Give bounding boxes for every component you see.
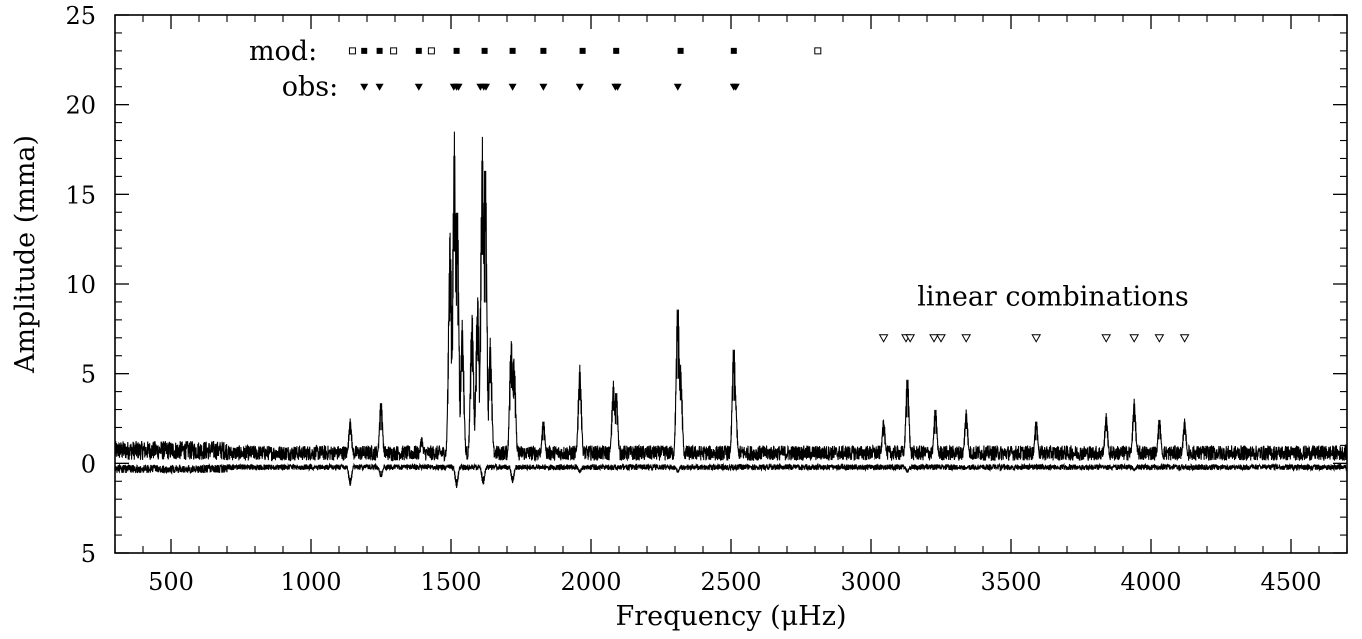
- mod-open-square-marker: [390, 47, 398, 55]
- linear-combination-open-triangle-marker: [1179, 334, 1190, 343]
- mod-open-square-marker: [814, 47, 822, 55]
- y-tick-label: 15: [65, 181, 96, 209]
- linear-combination-open-triangle-marker: [929, 334, 939, 343]
- obs-row-label: obs:: [282, 72, 339, 103]
- y-tick-label: 10: [65, 271, 96, 299]
- linear-combination-open-triangle-marker: [936, 334, 946, 343]
- mod-filled-square-marker: [376, 47, 383, 54]
- mod-filled-square-marker: [481, 47, 488, 54]
- obs-triangle-marker: [508, 83, 517, 91]
- axis-ticks: 500 1000 1500 2000 2500 3000 3500 4000 4500 25 20 1…: [65, 2, 1348, 596]
- x-tick-label: 500: [148, 568, 194, 596]
- y-tick-label: 25: [65, 2, 96, 30]
- linear-combination-open-triangle-marker: [1154, 334, 1165, 343]
- x-tick-label: 1500: [420, 568, 481, 596]
- obs-triangle-marker: [375, 83, 384, 91]
- mod-filled-square-marker: [415, 47, 422, 54]
- mod-filled-square-marker: [361, 47, 368, 54]
- x-tick-label: 3000: [840, 568, 901, 596]
- mod-filled-square-marker: [579, 47, 586, 54]
- residual-spectrum-line: [114, 462, 1348, 489]
- obs-triangle-marker: [454, 83, 463, 91]
- linear-combination-open-triangle-marker: [905, 334, 916, 343]
- obs-triangle-marker: [482, 83, 490, 91]
- x-tick-label: 2000: [560, 568, 621, 596]
- y-tick-label: 5: [81, 361, 96, 389]
- obs-triangle-marker: [414, 83, 423, 91]
- mod-open-square-marker: [427, 47, 435, 55]
- x-tick-label: 3500: [980, 568, 1041, 596]
- mod-filled-square-marker: [509, 47, 516, 54]
- linear-combination-open-triangle-marker: [961, 334, 972, 343]
- x-tick-label: 4500: [1260, 568, 1321, 596]
- obs-triangle-marker: [673, 83, 682, 91]
- y-tick-label: 0: [81, 450, 96, 478]
- obs-triangle-marker: [575, 83, 584, 91]
- mod-filled-square-marker: [540, 47, 547, 54]
- spectrum-traces: [114, 131, 1348, 489]
- observed-spectrum-line: [114, 131, 1348, 463]
- marker-rows: [348, 47, 1190, 343]
- x-tick-label: 4000: [1120, 568, 1181, 596]
- mod-filled-square-marker: [613, 47, 620, 54]
- x-tick-label: 2500: [700, 568, 761, 596]
- mod-open-square-marker: [348, 47, 356, 55]
- y-tick-label: 5: [81, 540, 96, 568]
- obs-triangle-marker: [539, 83, 548, 91]
- mod-filled-square-marker: [453, 47, 460, 54]
- linear-combination-open-triangle-marker: [1129, 334, 1140, 343]
- obs-triangle-marker: [731, 83, 740, 91]
- mod-row-label: mod:: [249, 36, 317, 67]
- y-axis-label: Amplitude (mma): [10, 135, 41, 374]
- mod-filled-square-marker: [730, 47, 737, 54]
- obs-triangle-marker: [613, 83, 622, 91]
- obs-triangle-marker: [360, 83, 369, 91]
- x-axis-label: Frequency (μHz): [615, 601, 846, 632]
- x-tick-label: 1000: [280, 568, 341, 596]
- mod-filled-square-marker: [677, 47, 684, 54]
- y-tick-label: 20: [65, 92, 96, 120]
- linear-combination-open-triangle-marker: [878, 334, 889, 343]
- linear-combination-open-triangle-marker: [1031, 334, 1042, 343]
- linear-combination-open-triangle-marker: [1101, 334, 1112, 343]
- linear-combinations-label: linear combinations: [917, 282, 1189, 313]
